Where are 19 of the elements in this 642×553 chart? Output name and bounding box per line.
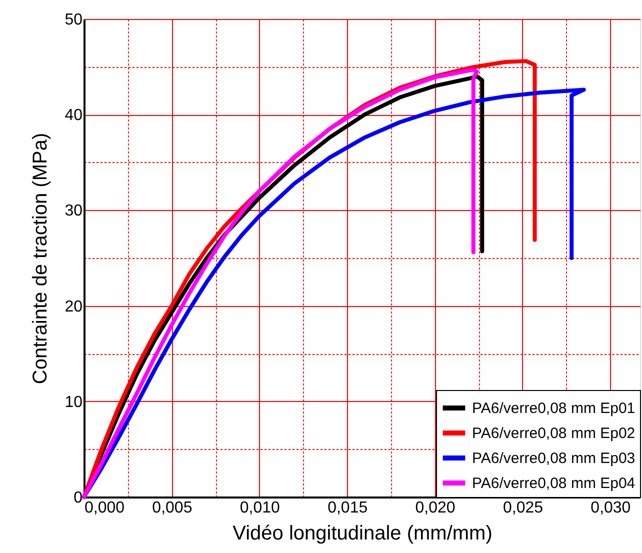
y-tick-label: 0 — [74, 490, 83, 506]
x-axis-title: Vidéo longitudinale (mm/mm) — [232, 522, 492, 544]
y-axis-title: Contrainte de traction (MPa) — [30, 132, 52, 384]
x-tick-label: 0,030 — [590, 500, 631, 516]
y-tick-label: 10 — [64, 394, 83, 411]
y-tick-label: 20 — [64, 298, 83, 316]
x-tick-label: 0,015 — [328, 500, 368, 516]
y-tick-label: 40 — [64, 107, 83, 124]
y-tick-label: 50 — [64, 12, 83, 28]
legend-label: PA6/verre0,08 mm Ep03 — [472, 450, 636, 467]
x-tick-label: 0,020 — [415, 500, 456, 516]
legend-label: PA6/verre0,08 mm Ep02 — [472, 425, 636, 442]
x-tick-label: 0,010 — [240, 500, 280, 516]
x-tick-label: 0,005 — [152, 500, 192, 516]
y-tick-label: 30 — [64, 202, 83, 220]
legend-label: PA6/verre0,08 mm Ep01 — [472, 400, 636, 417]
x-tick-label: 0,000 — [84, 500, 125, 516]
x-tick-label: 0,025 — [502, 500, 544, 516]
legend-label: PA6/verre0,08 mm Ep04 — [472, 475, 636, 492]
